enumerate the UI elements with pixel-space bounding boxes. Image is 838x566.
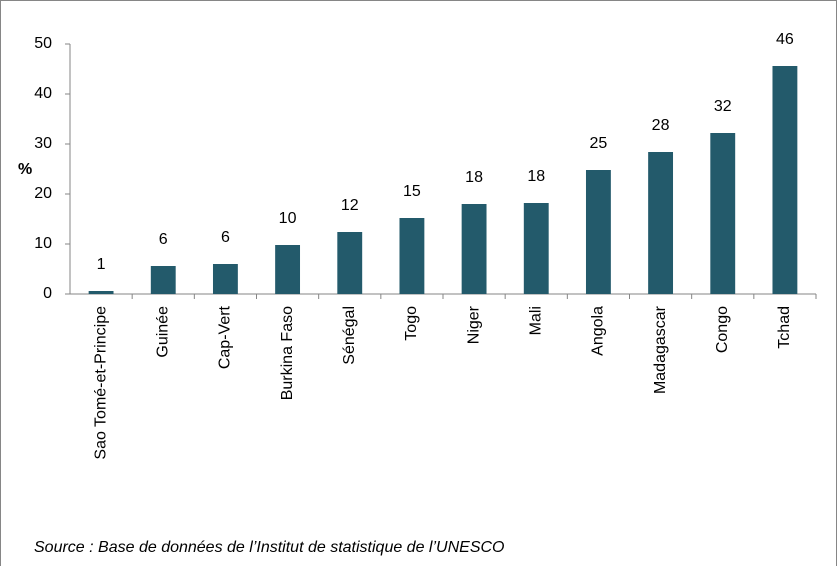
x-tick-label: Niger: [465, 305, 482, 344]
y-tick-label: 10: [34, 235, 52, 252]
data-label: 10: [279, 210, 297, 227]
data-label: 25: [590, 135, 608, 152]
x-tick-label: Madagascar: [652, 305, 669, 394]
y-tick-label: 20: [34, 185, 52, 202]
bar: [710, 133, 736, 294]
data-label: 32: [714, 98, 732, 115]
data-label: 18: [465, 169, 483, 186]
y-tick-label: 50: [34, 35, 52, 52]
x-tick-label: Togo: [403, 306, 420, 341]
data-label: 28: [652, 117, 670, 134]
bar: [212, 264, 238, 294]
bar: [772, 66, 798, 294]
bar: [337, 232, 363, 294]
data-label: 12: [341, 197, 359, 214]
bar: [275, 245, 301, 294]
y-axis-label: %: [18, 161, 32, 178]
x-tick-label: Mali: [527, 306, 544, 335]
y-tick-label: 30: [34, 135, 52, 152]
bar: [461, 204, 487, 294]
bar: [88, 291, 114, 294]
x-tick-label: Sao Tomé-et-Principe: [92, 306, 109, 460]
bar: [150, 266, 176, 294]
data-label: 18: [527, 168, 545, 185]
y-tick-label: 40: [34, 85, 52, 102]
x-tick-label: Burkina Faso: [279, 306, 296, 400]
data-label: 15: [403, 183, 421, 200]
source-note: Source : Base de données de l’Institut d…: [34, 539, 504, 556]
bar: [585, 170, 611, 294]
bar: [399, 218, 425, 294]
x-tick-label: Guinée: [154, 306, 171, 358]
data-label: 6: [221, 229, 230, 246]
x-tick-label: Cap-Vert: [217, 305, 234, 369]
x-tick-label: Sénégal: [341, 306, 358, 365]
data-label: 46: [776, 31, 794, 48]
data-label: 6: [159, 231, 168, 248]
x-tick-label: Congo: [714, 306, 731, 353]
data-label: 1: [97, 256, 106, 273]
x-tick-label: Tchad: [776, 306, 793, 349]
bar: [648, 152, 674, 294]
x-tick-label: Angola: [590, 306, 607, 356]
bar: [523, 203, 549, 294]
y-tick-label: 0: [43, 285, 52, 302]
